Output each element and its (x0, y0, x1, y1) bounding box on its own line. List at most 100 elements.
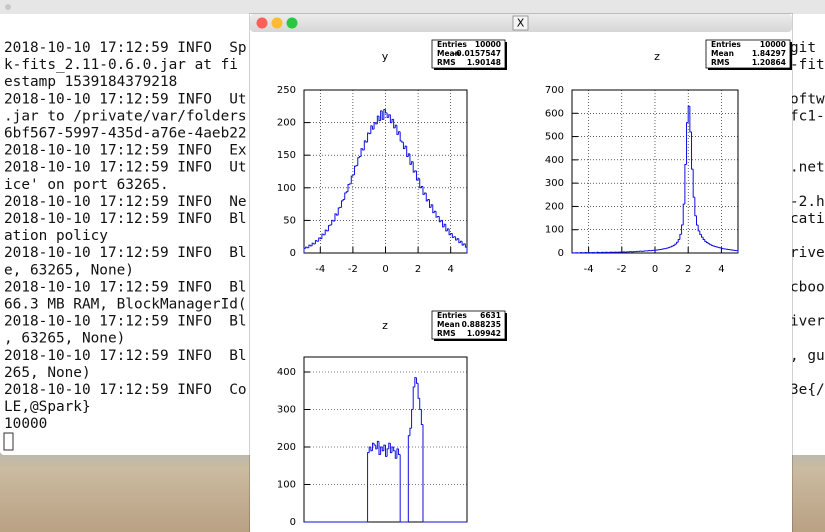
histogram-bin (430, 204, 433, 208)
histogram-bin (735, 250, 739, 253)
stats-label: Entries (711, 40, 741, 49)
y-tick-label: 600 (545, 108, 564, 119)
y-tick-label: 0 (558, 248, 564, 259)
histogram-bin (417, 178, 420, 180)
terminal-line: estamp 1539184379218 (4, 74, 177, 90)
histogram-bin (409, 153, 412, 165)
histogram-bin (686, 122, 689, 165)
stats-label: RMS (711, 58, 730, 67)
histogram-bin (385, 109, 388, 114)
stats-value: 6631 (480, 311, 501, 320)
histogram-bin (442, 220, 445, 228)
plot-title: z (382, 319, 388, 332)
x-tick-label: -2 (617, 264, 627, 275)
histogram-bin (316, 240, 319, 242)
histogram-bin (375, 122, 378, 125)
histogram-bin (368, 446, 371, 453)
zoom-button[interactable] (286, 17, 298, 29)
histogram-bin (308, 244, 311, 248)
y-tick-label: 50 (283, 215, 296, 226)
histogram-bin (681, 224, 684, 235)
histogram-bin (354, 165, 357, 175)
histogram-bin (402, 142, 406, 150)
terminal-line: cati (790, 211, 825, 227)
terminal-line: 2018-10-10 17:12:59 INFO Ut (4, 91, 247, 107)
window-button[interactable] (5, 4, 11, 10)
x-tick-label: 2 (415, 264, 421, 275)
histogram-bin (334, 213, 337, 222)
histogram-bin (709, 243, 712, 246)
histogram-bin (388, 442, 391, 449)
histogram-bin (306, 247, 309, 249)
minimize-button[interactable] (271, 17, 283, 29)
histogram-bin (319, 238, 322, 240)
histogram-bin (450, 232, 453, 235)
histogram-bin (404, 145, 407, 149)
terminal-line: 265, None) (4, 365, 91, 381)
histogram-bin (443, 223, 446, 227)
histogram-bin (323, 234, 326, 236)
histogram-bin (412, 386, 415, 410)
close-button[interactable] (256, 17, 268, 29)
histogram-bin (415, 377, 419, 384)
histogram-bin (689, 106, 692, 133)
histogram-bin (326, 230, 329, 232)
histogram-bin (697, 225, 700, 232)
terminal-line: 2018-10-10 17:12:59 INFO Bl (4, 211, 247, 227)
stats-label: Mean (711, 49, 734, 58)
histogram-bin (311, 242, 314, 246)
histogram-bin (446, 228, 450, 231)
histogram-bin (331, 219, 334, 225)
histogram-bin (313, 243, 316, 245)
histogram-bin (394, 450, 397, 459)
histogram-bin (388, 114, 391, 118)
histogram-bin (381, 447, 384, 452)
histogram-bin (707, 242, 710, 245)
histogram-bin (389, 114, 393, 124)
histogram-bin (380, 446, 383, 455)
y-tick-label: 200 (545, 201, 564, 212)
terminal-line: 2018-10-10 17:12:59 INFO Bl (4, 279, 247, 295)
histogram-bin (386, 112, 389, 118)
stats-label: Mean (437, 49, 460, 58)
terminal-line: k-fits_2.11-0.6.0.jar at fi (4, 57, 238, 73)
histogram-bin (399, 131, 402, 142)
histogram-bin (398, 131, 401, 135)
x-tick-label: -4 (584, 264, 594, 275)
histogram-bin (385, 445, 388, 457)
histogram-bin (378, 116, 381, 122)
histogram-bin (710, 244, 714, 246)
histogram-bin (355, 165, 358, 167)
y-tick-label: 0 (290, 248, 296, 259)
histogram-bin (378, 441, 381, 455)
histogram-bin (401, 140, 404, 143)
histogram-bin (389, 443, 393, 454)
histogram-bin (393, 447, 396, 452)
terminal-line: oftw (790, 91, 825, 107)
terminal-line: 66.3 MB RAM, BlockManagerId( (4, 297, 247, 313)
histogram-bin (367, 132, 370, 143)
histogram-bin (451, 233, 454, 238)
stats-label: RMS (437, 329, 456, 338)
terminal-line: cboo (790, 279, 825, 295)
histogram-bin (700, 234, 704, 238)
terminal-line: .jar to /private/var/folders (4, 108, 247, 124)
histogram-bin (337, 207, 340, 216)
x-tick-label: 4 (448, 264, 454, 275)
histogram-bin (380, 110, 383, 121)
histogram-bin (391, 118, 394, 123)
terminal-line: 2018-10-10 17:12:59 INFO Sp (4, 40, 247, 56)
histogram-bin (671, 245, 674, 247)
histogram-bin (370, 125, 373, 134)
y-tick-label: 150 (277, 150, 296, 161)
histogram-bin (676, 241, 679, 245)
stats-value: 1.20864 (752, 58, 786, 67)
plot-title: z (654, 50, 660, 63)
terminal-line: e, 63265, None) (4, 262, 134, 278)
histogram-bin (684, 164, 687, 205)
stats-value: 1.84297 (752, 49, 786, 58)
histogram-bin (705, 241, 709, 244)
stats-value: 0.888235 (462, 320, 501, 329)
stats-label: Mean (437, 320, 460, 329)
